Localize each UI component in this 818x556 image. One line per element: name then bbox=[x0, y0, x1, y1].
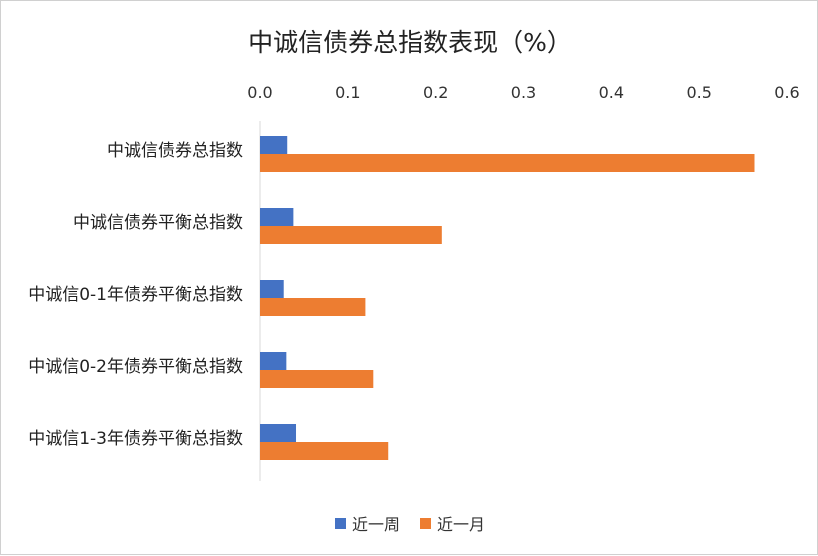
x-tick-label: 0.3 bbox=[511, 83, 536, 102]
bar-month bbox=[260, 370, 374, 388]
legend-swatch bbox=[334, 517, 346, 529]
category-label: 中诚信0-2年债券平衡总指数 bbox=[28, 357, 243, 377]
x-tick-label: 0.0 bbox=[247, 83, 272, 102]
x-tick-label: 0.4 bbox=[599, 83, 624, 102]
category-label: 中诚信1-3年债券平衡总指数 bbox=[28, 429, 243, 449]
category-label: 中诚信债券平衡总指数 bbox=[73, 213, 243, 233]
bar-week bbox=[260, 352, 287, 370]
chart-title: 中诚信债券总指数表现（%） bbox=[248, 28, 572, 57]
bar-week bbox=[260, 208, 294, 226]
legend: 近一周 近一月 bbox=[1, 511, 818, 535]
bar-week bbox=[260, 136, 288, 154]
category-label: 中诚信0-1年债券平衡总指数 bbox=[28, 285, 243, 305]
legend-label: 近一周 bbox=[351, 515, 400, 534]
x-tick-label: 0.1 bbox=[335, 83, 360, 102]
bar-month bbox=[260, 226, 442, 244]
legend-item: 近一周 bbox=[334, 511, 400, 535]
bar-week bbox=[260, 424, 297, 442]
bar-week bbox=[260, 280, 284, 298]
legend-swatch bbox=[420, 517, 431, 529]
x-tick-label: 0.5 bbox=[686, 83, 711, 102]
x-tick-label: 0.6 bbox=[774, 83, 799, 102]
legend-item: 近一月 bbox=[420, 511, 485, 535]
category-label: 中诚信债券总指数 bbox=[107, 141, 243, 161]
x-tick-label: 0.2 bbox=[423, 83, 448, 102]
bar-month bbox=[260, 154, 755, 172]
legend-label: 近一月 bbox=[437, 515, 486, 534]
bar-month bbox=[260, 298, 366, 316]
bar-month bbox=[260, 442, 389, 460]
